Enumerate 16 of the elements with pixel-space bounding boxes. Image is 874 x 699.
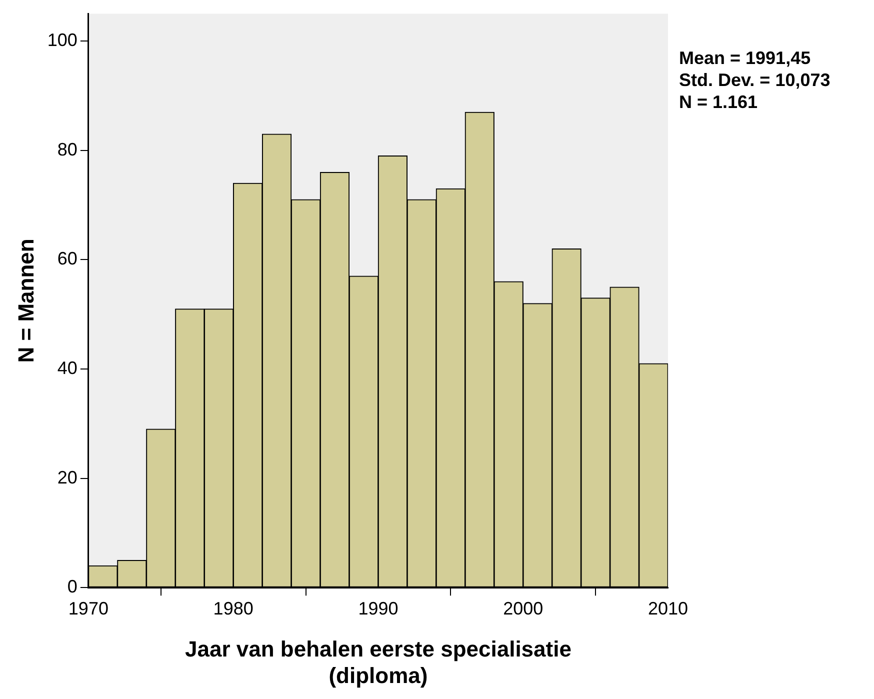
x-tick-label: 2010 — [648, 598, 688, 618]
y-axis-title: N = Mannen — [13, 238, 38, 363]
y-tick-label: 0 — [67, 576, 78, 597]
x-tick-label: 1990 — [358, 598, 398, 618]
y-tick-label: 80 — [57, 139, 78, 160]
y-tick-label: 60 — [57, 248, 78, 269]
y-tick-label: 20 — [57, 467, 78, 488]
x-tick-label: 1980 — [213, 598, 254, 618]
text: N = 1.161 — [679, 92, 758, 112]
y-tick-label: 40 — [57, 358, 78, 378]
text: Mean = 1991,45 — [679, 48, 811, 68]
x-tick-label: 2000 — [503, 598, 544, 618]
y-tick-label: 100 — [47, 30, 78, 50]
text: Std. Dev. = 10,073 — [679, 70, 830, 90]
x-tick-label: 1970 — [68, 598, 108, 618]
x-axis-title: Jaar van behalen eerste specialisatie (diploma) — [184, 636, 572, 688]
